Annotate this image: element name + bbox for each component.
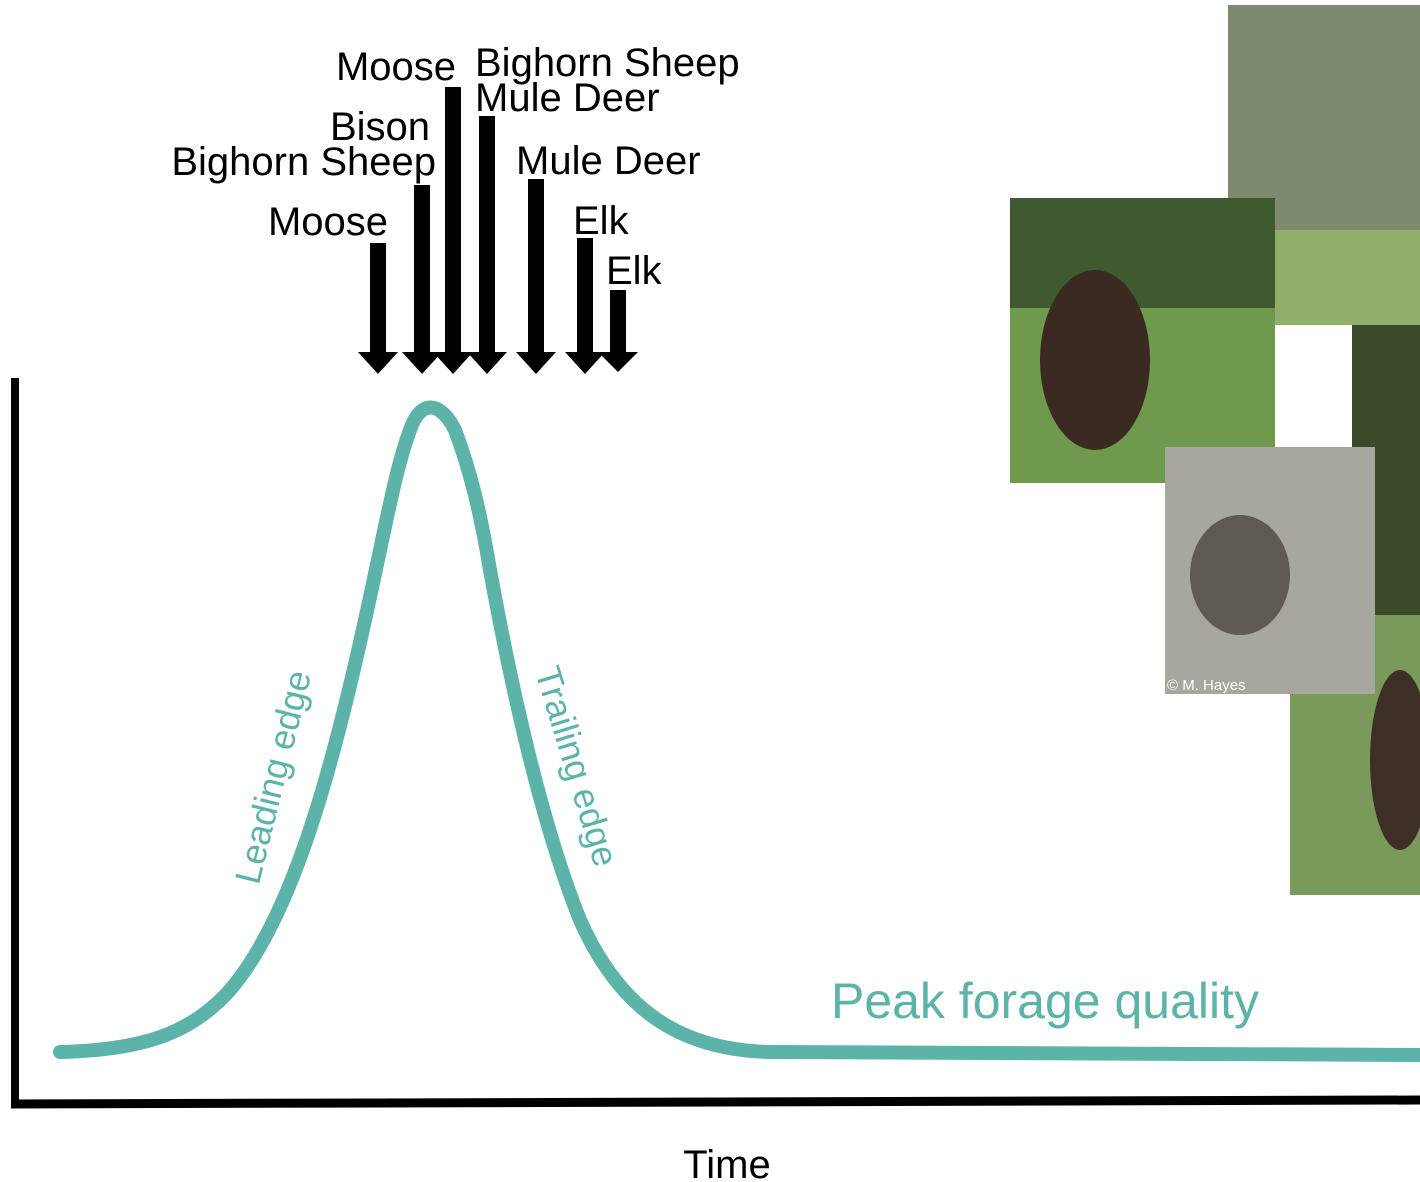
species-label: Bighorn Sheep	[475, 41, 740, 85]
species-label: Mule Deer	[475, 76, 660, 120]
x-axis	[10, 1095, 1420, 1109]
species-label: Elk	[573, 199, 630, 243]
photo-animal	[1040, 270, 1150, 450]
species-label: Mule Deer	[516, 139, 701, 183]
arrow	[402, 185, 442, 374]
photo-animal	[1370, 670, 1420, 850]
species-label: Bighorn Sheep	[171, 140, 436, 184]
forage-curve	[53, 400, 1420, 1062]
trailing-edge-label: Trailing edge	[527, 661, 627, 871]
x-axis-label: Time	[683, 1143, 770, 1182]
photo-animal	[1190, 515, 1290, 635]
photo-credit: © M. Hayes	[1167, 677, 1246, 694]
peak-label: Peak forage quality	[831, 973, 1259, 1029]
arrow	[467, 116, 507, 374]
species-label: Moose	[336, 45, 456, 89]
species-label: Bison	[330, 105, 430, 149]
species-label: Moose	[268, 200, 388, 244]
arrow	[598, 290, 638, 372]
arrows	[358, 87, 638, 374]
photo-trees	[1010, 198, 1275, 308]
arrow	[516, 179, 556, 374]
arrow	[358, 243, 398, 374]
photos: © M. Hayes	[1010, 5, 1420, 895]
species-label: Elk	[606, 249, 663, 293]
arrow	[565, 238, 605, 374]
arrow	[433, 87, 473, 374]
